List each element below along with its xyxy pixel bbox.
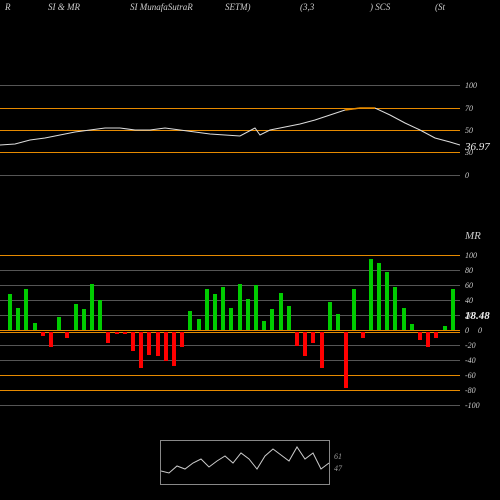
bar	[279, 293, 283, 331]
bar	[311, 332, 315, 343]
bar	[213, 294, 217, 330]
bar	[41, 332, 45, 336]
bar	[451, 289, 455, 330]
bar	[303, 332, 307, 356]
y-axis-label: 70	[465, 104, 473, 113]
bar	[188, 311, 192, 330]
gridline	[0, 330, 460, 331]
bar	[115, 332, 119, 334]
gridline	[0, 300, 460, 301]
bar	[24, 289, 28, 330]
gridline	[0, 390, 460, 391]
bar	[8, 294, 12, 330]
bar	[254, 285, 258, 330]
bar	[16, 308, 20, 331]
gridline	[0, 255, 460, 256]
gridline	[0, 375, 460, 376]
bar	[139, 332, 143, 368]
y-axis-label: 50	[465, 126, 473, 135]
bar	[82, 309, 86, 330]
thumbnail-box	[160, 440, 330, 485]
bar	[65, 332, 69, 338]
gridline	[0, 285, 460, 286]
bar	[229, 308, 233, 331]
bar	[328, 302, 332, 331]
y-axis-label: 0	[465, 171, 469, 180]
y-axis-label: 0	[465, 326, 469, 335]
bar	[336, 314, 340, 331]
y-axis-label: 40	[465, 296, 473, 305]
bar	[172, 332, 176, 366]
bar	[418, 332, 422, 340]
gridline	[0, 405, 460, 406]
bar	[197, 319, 201, 330]
bar	[385, 272, 389, 331]
y-axis-label: 60	[465, 281, 473, 290]
bar	[123, 332, 127, 334]
mr-label: MR	[465, 230, 481, 242]
y-axis-label: 100	[465, 251, 477, 260]
bar	[90, 284, 94, 331]
gridline	[0, 270, 460, 271]
y-axis-label: -80	[465, 386, 476, 395]
bar	[434, 332, 438, 338]
bar	[49, 332, 53, 347]
bar	[221, 287, 225, 331]
bar	[295, 332, 299, 346]
bar	[238, 284, 242, 331]
bar	[33, 323, 37, 331]
thumbnail-label: 47	[334, 464, 342, 473]
bar	[426, 332, 430, 347]
bar	[443, 326, 447, 330]
y-axis-label: -60	[465, 371, 476, 380]
bar	[270, 309, 274, 330]
y-axis-label: -100	[465, 401, 480, 410]
bar	[262, 321, 266, 330]
bar	[402, 308, 406, 331]
bar	[410, 324, 414, 330]
bar	[377, 263, 381, 331]
bar	[180, 332, 184, 347]
gridline	[0, 345, 460, 346]
y-axis-label: 100	[465, 81, 477, 90]
bar	[147, 332, 151, 355]
bar	[246, 299, 250, 331]
bar	[205, 289, 209, 330]
gridline	[0, 360, 460, 361]
thumbnail-label: 61	[334, 452, 342, 461]
current-value: 36.97	[465, 141, 490, 153]
bar	[106, 332, 110, 343]
bar	[57, 317, 61, 331]
y-axis-label: -20	[465, 341, 476, 350]
current-value: 18.48	[465, 310, 490, 322]
bar	[320, 332, 324, 368]
bar	[164, 332, 168, 361]
bar	[156, 332, 160, 356]
bar	[369, 259, 373, 330]
bar	[287, 306, 291, 330]
bar	[98, 300, 102, 330]
bar	[393, 287, 397, 331]
y-axis-label: 80	[465, 266, 473, 275]
bar	[361, 332, 365, 338]
bar	[344, 332, 348, 388]
bar	[131, 332, 135, 351]
bar	[74, 304, 78, 330]
y-axis-label: -40	[465, 356, 476, 365]
bar	[352, 289, 356, 330]
rsi-line	[0, 0, 460, 200]
